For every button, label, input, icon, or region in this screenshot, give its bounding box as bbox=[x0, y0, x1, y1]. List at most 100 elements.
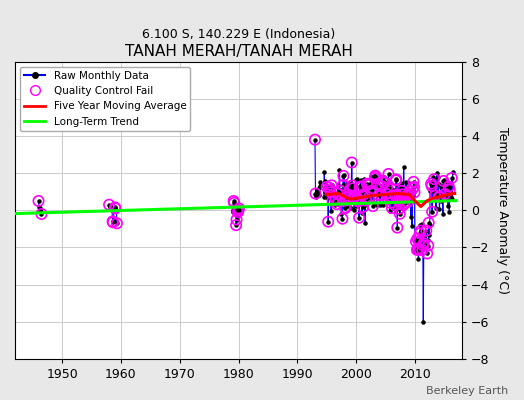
Point bbox=[346, 183, 354, 190]
Point bbox=[428, 208, 436, 215]
Point bbox=[326, 189, 335, 195]
Point bbox=[107, 206, 116, 212]
Y-axis label: Temperature Anomaly (°C): Temperature Anomaly (°C) bbox=[496, 127, 509, 294]
Point bbox=[414, 256, 422, 263]
Point bbox=[421, 240, 429, 246]
Point bbox=[420, 240, 428, 246]
Point bbox=[420, 234, 429, 240]
Point bbox=[326, 189, 335, 195]
Point bbox=[409, 185, 417, 192]
Point bbox=[435, 194, 443, 200]
Point bbox=[427, 180, 435, 187]
Point bbox=[392, 192, 401, 198]
Point bbox=[418, 247, 427, 253]
Point bbox=[412, 246, 421, 252]
Point bbox=[429, 174, 438, 180]
Point bbox=[389, 195, 398, 201]
Point bbox=[358, 189, 367, 196]
Point bbox=[327, 208, 335, 214]
Point bbox=[436, 194, 444, 200]
Point bbox=[348, 182, 356, 189]
Point bbox=[386, 208, 394, 214]
Point bbox=[35, 205, 43, 212]
Point bbox=[436, 190, 445, 196]
Point bbox=[422, 240, 430, 247]
Point bbox=[362, 197, 370, 204]
Point bbox=[440, 177, 448, 183]
Point bbox=[323, 184, 331, 190]
Point bbox=[434, 180, 443, 187]
Point bbox=[376, 202, 385, 208]
Point bbox=[397, 180, 405, 186]
Point bbox=[366, 180, 375, 187]
Point bbox=[447, 175, 456, 181]
Point bbox=[446, 190, 455, 196]
Point bbox=[342, 201, 351, 207]
Point bbox=[449, 169, 457, 176]
Point bbox=[430, 176, 438, 182]
Point bbox=[375, 192, 383, 198]
Point bbox=[106, 204, 115, 211]
Point bbox=[443, 190, 452, 197]
Point bbox=[405, 190, 413, 197]
Point bbox=[409, 185, 417, 192]
Point bbox=[444, 183, 453, 190]
Point bbox=[355, 184, 364, 190]
Point bbox=[431, 181, 440, 188]
Point bbox=[325, 184, 333, 191]
Point bbox=[411, 248, 420, 255]
Point bbox=[440, 193, 449, 199]
Point bbox=[368, 203, 377, 209]
Point bbox=[410, 189, 419, 196]
Point bbox=[420, 240, 428, 246]
Point bbox=[395, 182, 403, 188]
Point bbox=[105, 202, 113, 208]
Point bbox=[357, 184, 366, 190]
Point bbox=[428, 208, 436, 215]
Point bbox=[311, 136, 319, 143]
Point bbox=[394, 182, 402, 188]
Point bbox=[448, 196, 456, 202]
Point bbox=[320, 169, 329, 176]
Point bbox=[231, 205, 239, 212]
Point bbox=[445, 209, 453, 216]
Point bbox=[232, 216, 241, 223]
Point bbox=[383, 198, 391, 205]
Point bbox=[384, 198, 392, 204]
Point bbox=[353, 195, 362, 201]
Point bbox=[361, 191, 369, 197]
Point bbox=[399, 202, 407, 208]
Point bbox=[234, 207, 243, 214]
Point bbox=[232, 222, 241, 228]
Point bbox=[230, 198, 238, 204]
Point bbox=[384, 171, 392, 177]
Point bbox=[427, 179, 435, 185]
Point bbox=[349, 196, 357, 202]
Point bbox=[381, 179, 389, 186]
Point bbox=[417, 227, 425, 234]
Point bbox=[399, 195, 407, 202]
Point bbox=[443, 179, 451, 186]
Point bbox=[340, 172, 348, 178]
Point bbox=[35, 198, 43, 204]
Point bbox=[344, 195, 353, 201]
Point bbox=[112, 207, 120, 214]
Point bbox=[445, 186, 454, 193]
Point bbox=[403, 199, 412, 205]
Point bbox=[416, 222, 424, 228]
Point bbox=[113, 220, 121, 226]
Point bbox=[334, 198, 343, 204]
Point bbox=[108, 207, 116, 214]
Point bbox=[391, 177, 400, 184]
Point bbox=[403, 192, 411, 198]
Point bbox=[407, 195, 416, 202]
Point bbox=[37, 211, 46, 217]
Point bbox=[105, 202, 113, 208]
Point bbox=[414, 238, 423, 245]
Point bbox=[407, 198, 415, 205]
Point bbox=[428, 183, 436, 189]
Point bbox=[412, 238, 420, 245]
Point bbox=[343, 197, 351, 204]
Point bbox=[395, 206, 403, 212]
Point bbox=[413, 236, 422, 242]
